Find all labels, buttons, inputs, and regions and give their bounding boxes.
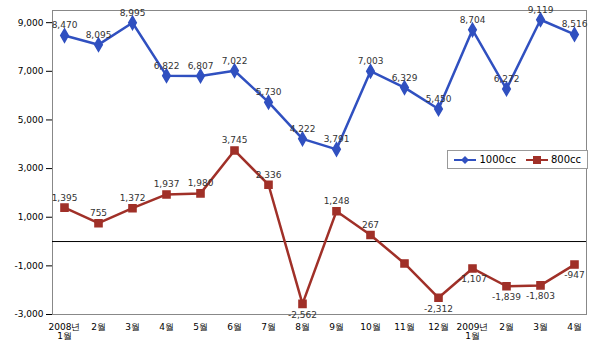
svg-text:6,272: 6,272 [494, 74, 520, 84]
svg-text:5월: 5월 [193, 322, 208, 332]
svg-text:3월: 3월 [533, 322, 548, 332]
svg-text:8월: 8월 [295, 322, 310, 332]
svg-text:8,095: 8,095 [86, 30, 112, 40]
svg-text:1,248: 1,248 [324, 196, 350, 206]
svg-text:2월: 2월 [91, 322, 106, 332]
svg-text:10월: 10월 [360, 322, 380, 332]
svg-text:5,730: 5,730 [256, 87, 282, 97]
svg-text:5,450: 5,450 [426, 94, 452, 104]
svg-text:9,119: 9,119 [528, 5, 554, 15]
svg-text:6,822: 6,822 [154, 61, 180, 71]
svg-text:5,000: 5,000 [18, 115, 44, 125]
svg-text:11월: 11월 [394, 322, 414, 332]
svg-text:267: 267 [362, 220, 379, 230]
html-text:1000cc: 1000cc [479, 154, 516, 165]
svg-text:-1,107: -1,107 [458, 274, 487, 284]
svg-text:-3,000: -3,000 [14, 309, 43, 319]
svg-text:8,704: 8,704 [460, 15, 486, 25]
svg-text:7,000: 7,000 [18, 66, 44, 76]
svg-text:1,980: 1,980 [188, 178, 214, 188]
svg-text:-2,562: -2,562 [288, 310, 317, 320]
svg-text:6,807: 6,807 [188, 61, 214, 71]
svg-text:3,745: 3,745 [222, 135, 248, 145]
svg-text:8,995: 8,995 [120, 8, 146, 18]
svg-text:-1,839: -1,839 [492, 292, 521, 302]
svg-text:9월: 9월 [329, 322, 344, 332]
svg-text:2월: 2월 [499, 322, 514, 332]
svg-text:9,000: 9,000 [18, 18, 44, 28]
svg-text:3월: 3월 [125, 322, 140, 332]
svg-text:1,937: 1,937 [154, 179, 180, 189]
svg-text:12월: 12월 [428, 322, 448, 332]
svg-text:7,022: 7,022 [222, 56, 248, 66]
svg-text:4월: 4월 [159, 322, 174, 332]
svg-text:7월: 7월 [261, 322, 276, 332]
svg-text:4월: 4월 [567, 322, 582, 332]
svg-text:8,516: 8,516 [562, 19, 588, 29]
svg-text:755: 755 [90, 208, 107, 218]
svg-text:1,372: 1,372 [120, 193, 146, 203]
html-text:800cc: 800cc [550, 154, 581, 165]
svg-text:2,336: 2,336 [256, 170, 282, 180]
svg-text:-1,803: -1,803 [526, 291, 555, 301]
svg-text:2009년1월: 2009년1월 [457, 322, 489, 341]
svg-text:3,000: 3,000 [18, 163, 44, 173]
svg-text:6월: 6월 [227, 322, 242, 332]
svg-text:8,470: 8,470 [52, 20, 78, 30]
svg-text:4,222: 4,222 [290, 124, 316, 134]
svg-text:-2,312: -2,312 [424, 304, 453, 314]
svg-text:2008년1월: 2008년1월 [49, 322, 81, 341]
svg-text:1,395: 1,395 [52, 192, 78, 202]
svg-text:7,003: 7,003 [358, 56, 384, 66]
svg-text:-1,000: -1,000 [14, 261, 43, 271]
svg-text:6,329: 6,329 [392, 72, 418, 82]
svg-text:-947: -947 [564, 270, 584, 280]
svg-text:3,791: 3,791 [324, 134, 350, 144]
svg-text:1,000: 1,000 [18, 212, 44, 222]
